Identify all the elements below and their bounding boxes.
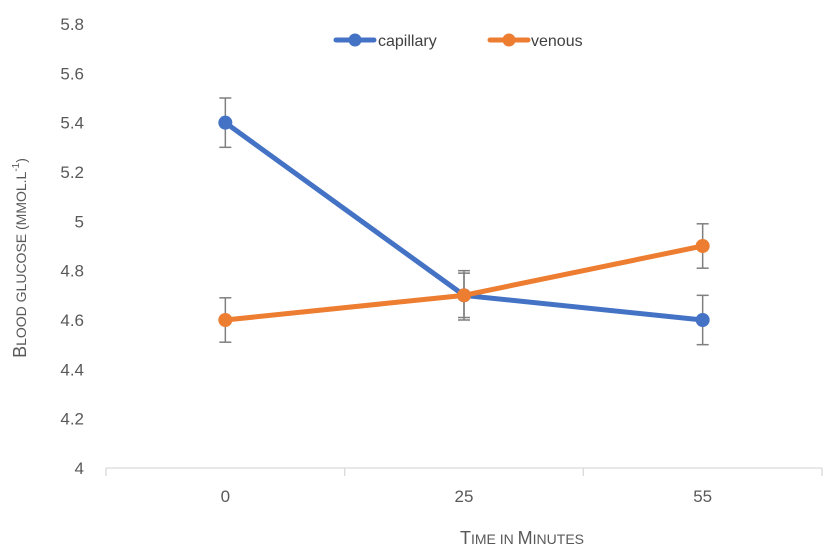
- y-tick-label: 4: [75, 459, 84, 478]
- data-point-venous: [457, 288, 471, 303]
- y-tick-label: 5.8: [60, 15, 84, 34]
- y-tick-label: 5: [75, 212, 84, 231]
- x-axis-title: TIME IN MINUTES: [460, 528, 584, 548]
- y-tick-label: 4.2: [60, 410, 84, 429]
- legend-item-capillary: capillary: [333, 33, 437, 50]
- y-axis-title: BLOOD GLUCOSE (MMOL.L-1): [10, 158, 30, 358]
- data-point-capillary: [695, 313, 710, 327]
- y-tick-label: 4.6: [60, 311, 84, 330]
- x-tick-label: 25: [455, 487, 474, 506]
- data-point-venous: [695, 239, 710, 253]
- legend-item-venous: venous: [487, 33, 583, 50]
- legend-label: capillary: [378, 33, 437, 50]
- legend-label: venous: [531, 33, 583, 50]
- x-axis: 0 25 55: [105, 467, 823, 506]
- y-axis-ticks: 4 4.2 4.4 4.6 4.8 5 5.2 5.4 5.6 5.8: [60, 15, 84, 478]
- data-point-capillary: [218, 115, 233, 130]
- y-tick-label: 5.2: [60, 163, 84, 182]
- x-tick-label: 55: [693, 487, 712, 506]
- legend-marker: [348, 33, 362, 47]
- y-tick-label: 4.4: [60, 360, 84, 379]
- y-tick-label: 5.6: [60, 64, 84, 83]
- x-tick-label: 0: [221, 487, 230, 506]
- series-lines: [218, 115, 710, 327]
- data-point-venous: [218, 313, 233, 327]
- legend: capillary venous: [333, 33, 583, 50]
- error-bars: [219, 97, 709, 346]
- y-tick-label: 4.8: [60, 262, 84, 281]
- y-tick-label: 5.4: [60, 114, 84, 133]
- legend-marker: [502, 33, 516, 47]
